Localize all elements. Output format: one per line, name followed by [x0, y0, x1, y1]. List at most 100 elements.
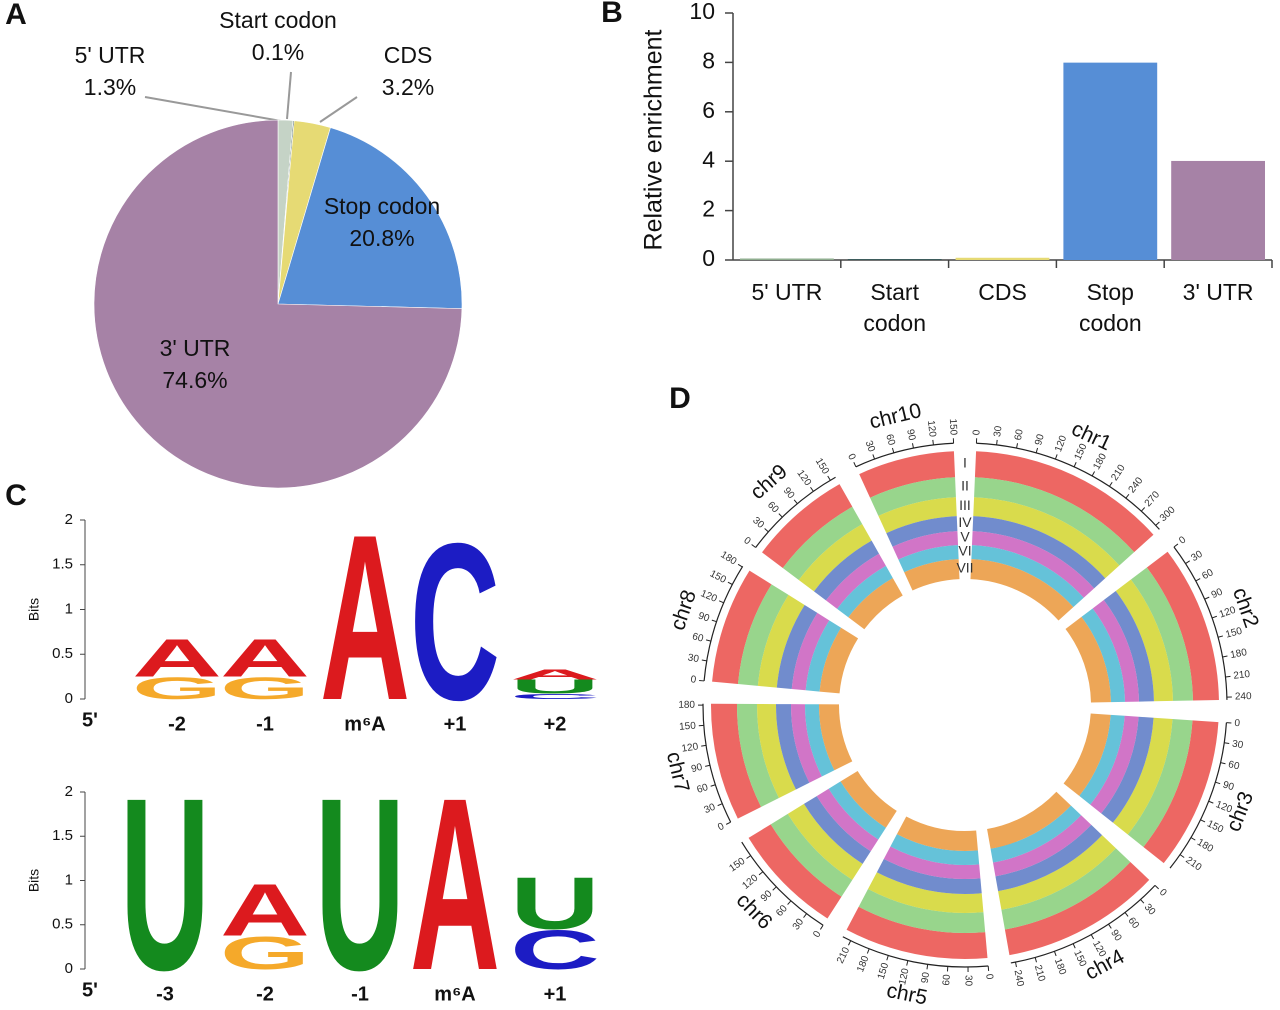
chromosome-axis: [755, 476, 836, 548]
x-tick: [906, 960, 909, 966]
x-tick-label: 30: [750, 515, 766, 531]
x-tick: [718, 600, 724, 604]
x-tick-label: 30: [863, 439, 877, 454]
x-tick: [1190, 837, 1196, 841]
x-tick-label: 150: [708, 568, 728, 586]
track-band: [805, 704, 835, 777]
track-band: [1143, 720, 1219, 864]
x-tick: [1053, 951, 1057, 957]
x-tick-label: 120: [681, 741, 700, 755]
y-tick-label: 0.5: [52, 645, 73, 662]
x-tick: [787, 900, 792, 905]
x-tick-label: 90: [904, 428, 917, 441]
leader-line: [286, 71, 292, 120]
bar: [740, 258, 834, 260]
x-tick-label: -1: [351, 983, 369, 1005]
chromosome-axis: [1173, 546, 1228, 700]
logo-letter: G: [132, 671, 222, 706]
y-tick-label: 2: [65, 511, 73, 528]
logo-letter: G: [220, 927, 310, 979]
x-tick-label: 120: [925, 420, 938, 438]
x-tick: [1211, 615, 1217, 619]
x-tick-label: 210: [1233, 669, 1251, 682]
y-tick-label: 0: [65, 690, 73, 707]
track-band: [837, 565, 893, 618]
track-band: [776, 704, 810, 790]
y-tick-label: 1.5: [52, 556, 73, 573]
x-tick: [1185, 560, 1191, 564]
x-tick: [737, 563, 743, 568]
track-band: [711, 703, 762, 819]
x-tick: [827, 475, 831, 481]
x-tick: [872, 454, 876, 460]
track-band: [870, 477, 956, 516]
chromosome-label: chr4: [1081, 945, 1128, 985]
panel-label: C: [5, 479, 27, 512]
y-tick-label: 10: [689, 0, 715, 24]
chromosome-axis: [1169, 722, 1227, 869]
x-tick-label: 60: [691, 631, 705, 644]
slice-value: 1.3%: [84, 74, 136, 100]
x-tick: [891, 447, 895, 453]
x-tick: [1195, 578, 1201, 582]
x-tick-label: 90: [1221, 779, 1235, 793]
track-band: [848, 578, 903, 630]
track-band: [1065, 616, 1111, 703]
panel-label: B: [601, 0, 623, 29]
x-tick-label: 150: [727, 856, 747, 875]
x-tick-label: 180: [1195, 837, 1215, 855]
x-tick-label: 270: [1143, 489, 1163, 509]
track-band: [782, 506, 863, 580]
chromosome-axis: [741, 841, 824, 926]
x-tick: [886, 955, 889, 961]
x-tick-label: +1: [544, 983, 567, 1005]
track-label: III: [959, 497, 971, 513]
x-tick-label: 60: [774, 903, 790, 919]
chromosome-axis: [702, 703, 732, 823]
x-tick-label: 30: [1189, 548, 1205, 564]
x-tick: [701, 744, 707, 747]
chromosome-axis: [976, 442, 1160, 530]
x-tick: [711, 619, 717, 623]
chromosome-axis: [1010, 884, 1156, 964]
track-band: [1115, 579, 1173, 702]
x-tick-label: CDS: [978, 279, 1027, 305]
y-tick-label: 4: [702, 146, 715, 172]
chromosome-label: chr8: [666, 587, 701, 633]
track-band: [791, 612, 830, 691]
chromosome-axis: [842, 936, 989, 968]
logo-letter: A: [132, 630, 222, 689]
track-band: [993, 815, 1092, 877]
track-band: [770, 813, 853, 897]
x-tick: [1016, 443, 1019, 449]
bar: [847, 259, 942, 260]
track-band: [757, 594, 805, 688]
x-tick-label: 0: [1177, 534, 1188, 546]
logo-letter: U: [120, 747, 210, 1010]
x-tick-label: m⁶A: [344, 713, 385, 735]
track-band: [737, 584, 789, 686]
x-tick-label: 60: [1013, 428, 1026, 441]
track-band: [776, 604, 818, 690]
x-tick-label: 30: [962, 975, 973, 987]
x-tick-label: 120: [740, 872, 760, 891]
x-tick-label: 150: [947, 418, 959, 436]
slice-label: 5' UTR: [75, 42, 146, 68]
logo-letter: A: [320, 486, 410, 750]
y-tick-label: 6: [702, 97, 715, 123]
x-tick: [996, 439, 998, 445]
chromosome-label: chr3: [1222, 788, 1258, 834]
x-tick-label: Stop codon: [1078, 279, 1142, 336]
x-tick-label: 30: [703, 802, 718, 817]
x-tick: [701, 659, 707, 662]
track-label: II: [961, 478, 969, 494]
x-tick-label: 180: [678, 700, 695, 711]
slice-value: 20.8%: [349, 225, 414, 251]
x-tick: [1140, 507, 1146, 512]
x-tick: [1034, 957, 1037, 963]
track-band: [791, 704, 822, 783]
track-band: [890, 834, 980, 866]
x-tick: [1035, 447, 1039, 453]
x-tick: [758, 871, 764, 876]
